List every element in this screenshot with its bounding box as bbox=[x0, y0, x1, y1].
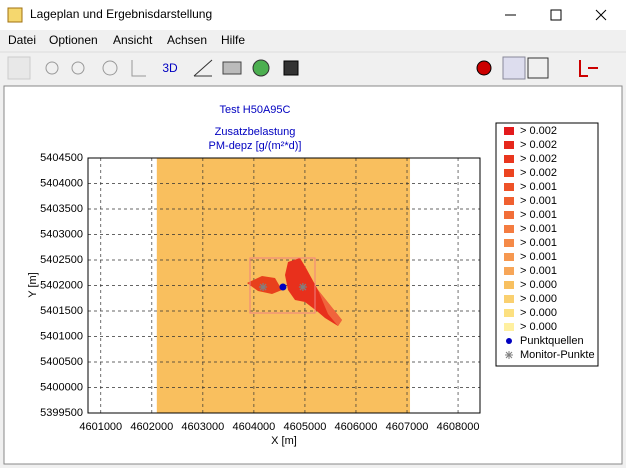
y-tick-label: 5400500 bbox=[40, 356, 83, 368]
y-tick-label: 5401500 bbox=[40, 305, 83, 317]
y-tick-label: 5401000 bbox=[40, 330, 83, 342]
menu-item[interactable]: Datei bbox=[8, 33, 37, 47]
y-axis-label: Y [m] bbox=[27, 272, 39, 297]
tool-button[interactable] bbox=[193, 59, 213, 77]
toolbar bbox=[7, 56, 598, 80]
menu-item[interactable]: Optionen bbox=[49, 33, 98, 47]
menu-item[interactable]: Achsen bbox=[167, 33, 208, 47]
tool-button[interactable] bbox=[502, 56, 526, 80]
window-title: Lageplan und Ergebnisdarstellung bbox=[30, 7, 212, 21]
tool-button[interactable] bbox=[102, 60, 118, 76]
legend-label: > 0.000 bbox=[520, 279, 557, 291]
legend-swatch bbox=[504, 225, 514, 233]
x-tick-label: 4603000 bbox=[181, 421, 224, 433]
plot-frame bbox=[87, 157, 481, 414]
title-bar bbox=[0, 0, 626, 30]
legend-swatch bbox=[504, 295, 514, 303]
legend-label: > 0.002 bbox=[520, 125, 557, 137]
legend-symbol bbox=[506, 338, 512, 344]
legend-swatch bbox=[504, 211, 514, 219]
legend-swatch bbox=[504, 239, 514, 247]
legend-swatch bbox=[504, 267, 514, 275]
x-tick-label: 4605000 bbox=[284, 421, 327, 433]
legend-label: > 0.000 bbox=[520, 321, 557, 333]
plume-edge bbox=[318, 290, 342, 326]
maximize[interactable] bbox=[550, 9, 562, 21]
legend-label: > 0.001 bbox=[520, 237, 557, 249]
tool-button[interactable] bbox=[222, 61, 242, 75]
tool-button[interactable] bbox=[131, 60, 146, 77]
tool-button[interactable] bbox=[7, 56, 31, 80]
app-icon bbox=[7, 7, 23, 23]
menu-item[interactable]: Hilfe bbox=[221, 33, 246, 47]
y-tick-label: 5399500 bbox=[40, 407, 83, 419]
x-tick-label: 4606000 bbox=[335, 421, 378, 433]
legend-label: > 0.001 bbox=[520, 223, 557, 235]
y-tick-label: 5403500 bbox=[40, 203, 83, 215]
legend-swatch bbox=[504, 197, 514, 205]
legend-label: > 0.001 bbox=[520, 251, 557, 263]
monitor-point bbox=[259, 283, 268, 292]
legend-label: > 0.000 bbox=[520, 293, 557, 305]
legend-swatch bbox=[504, 323, 514, 331]
legend-label: > 0.002 bbox=[520, 139, 557, 151]
tool-button[interactable] bbox=[476, 60, 492, 76]
x-tick-label: 4601000 bbox=[79, 421, 122, 433]
close[interactable] bbox=[595, 9, 607, 21]
legend-swatch bbox=[504, 183, 514, 191]
legend-swatch bbox=[504, 127, 514, 135]
chart-title: Test H50A95C bbox=[220, 104, 291, 116]
legend-label: > 0.001 bbox=[520, 265, 557, 277]
legend-swatch bbox=[504, 169, 514, 177]
x-axis-label: X [m] bbox=[271, 435, 297, 447]
y-tick-label: 5400000 bbox=[40, 381, 83, 393]
y-tick-label: 5403000 bbox=[40, 228, 83, 240]
y-tick-label: 5404000 bbox=[40, 177, 83, 189]
legend-label: Punktquellen bbox=[520, 335, 584, 347]
tool-button[interactable] bbox=[45, 61, 59, 75]
tool-button[interactable] bbox=[579, 60, 598, 77]
x-tick-label: 4604000 bbox=[232, 421, 275, 433]
chart-subtitle: PM-depz [g/(m²*d)] bbox=[209, 140, 302, 152]
legend-label: > 0.001 bbox=[520, 195, 557, 207]
tool-button[interactable] bbox=[527, 57, 549, 79]
tool-button[interactable] bbox=[71, 61, 85, 75]
y-tick-label: 5402500 bbox=[40, 254, 83, 266]
point-source bbox=[279, 283, 287, 291]
x-tick-label: 4602000 bbox=[130, 421, 173, 433]
legend-symbol bbox=[505, 351, 513, 359]
x-tick-label: 4607000 bbox=[386, 421, 429, 433]
legend-label: > 0.001 bbox=[520, 181, 557, 193]
legend-swatch bbox=[504, 155, 514, 163]
legend-swatch bbox=[504, 309, 514, 317]
legend-label: > 0.001 bbox=[520, 209, 557, 221]
tool-button[interactable] bbox=[283, 60, 299, 76]
legend-swatch bbox=[504, 281, 514, 289]
monitor-point bbox=[298, 283, 307, 292]
legend-label: > 0.000 bbox=[520, 307, 557, 319]
x-tick-label: 4608000 bbox=[437, 421, 480, 433]
y-tick-label: 5402000 bbox=[40, 279, 83, 291]
menu-item[interactable]: Ansicht bbox=[113, 33, 153, 47]
legend-swatch bbox=[504, 253, 514, 261]
tool-3d[interactable]: 3D bbox=[162, 61, 178, 75]
y-tick-label: 5404500 bbox=[40, 152, 83, 164]
legend-label: > 0.002 bbox=[520, 167, 557, 179]
tool-button[interactable] bbox=[252, 59, 270, 77]
chart-subtitle: Zusatzbelastung bbox=[215, 126, 296, 138]
legend-label: Monitor-Punkte bbox=[520, 349, 595, 361]
legend-swatch bbox=[504, 141, 514, 149]
legend-label: > 0.002 bbox=[520, 153, 557, 165]
grid-frame bbox=[249, 257, 316, 314]
